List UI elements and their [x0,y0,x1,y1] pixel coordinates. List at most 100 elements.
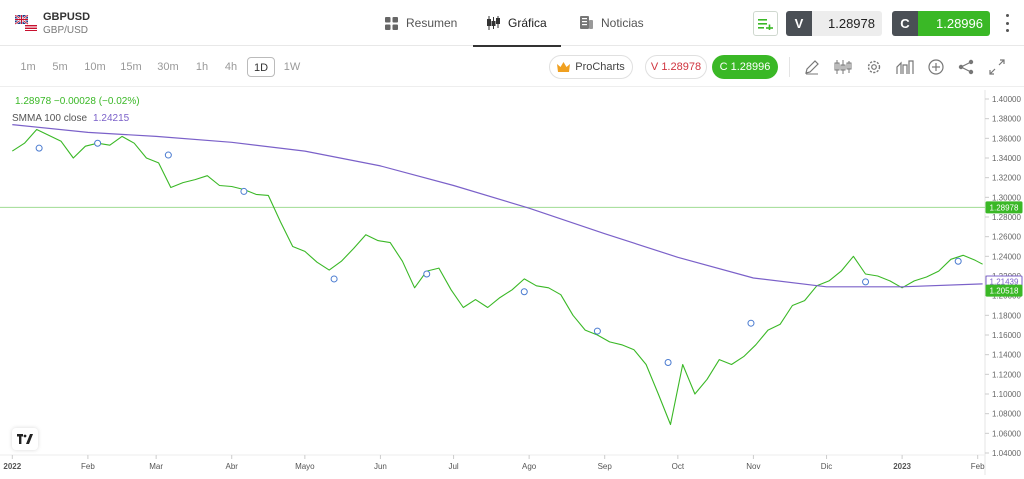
y-tick-label: 1.14000 [992,351,1021,360]
gbp-usd-flag-icon [15,15,37,31]
tab-noticias[interactable]: Noticias [580,0,644,46]
smma-label: SMMA 100 close [12,113,88,124]
price-series-line [12,128,983,426]
crown-icon [557,62,571,72]
procharts-button[interactable]: ProCharts [549,55,633,79]
timeframe-1w[interactable]: 1W [283,61,301,73]
instrument-header: GBPUSD GBP/USD Resumen Gráfica Noticias … [0,0,1024,47]
tab-grafica[interactable]: Gráfica [473,0,561,47]
timeframe-1d[interactable]: 1D [247,57,275,77]
chart-type-icon[interactable] [832,56,854,78]
buy-price: 1.28996 [918,11,990,36]
event-marker [330,275,338,283]
overview-grid-icon [385,16,398,30]
buy-pill-button[interactable]: C 1.28996 [712,55,778,79]
y-tick-label: 1.36000 [992,134,1021,143]
y-tick-label: 1.28000 [992,213,1021,222]
x-tick-label: Mar [149,462,163,471]
sell-label: V [786,11,812,36]
event-marker [240,187,248,195]
sell-pill-button[interactable]: V 1.28978 [645,55,707,79]
timeframe-1m[interactable]: 1m [20,61,36,73]
smma-legend[interactable]: SMMA 100 close 1.24215 [12,113,129,124]
x-tick-label: Nov [746,462,760,471]
y-tick-label: 1.30000 [992,193,1021,202]
event-marker [664,359,672,367]
event-marker [747,319,755,327]
buy-quote-button[interactable]: C 1.28996 [892,11,990,36]
x-tick-label: Jul [448,462,458,471]
x-tick-label: Dic [821,462,833,471]
y-tick-label: 1.10000 [992,390,1021,399]
x-tick-label: Mayo [295,462,315,471]
tradingview-logo-icon[interactable] [12,428,38,450]
y-tick-label: 1.24000 [992,252,1021,261]
y-tick-label: 1.18000 [992,311,1021,320]
buy-label: C [892,11,918,36]
axis-price-marker-label: 1.21439 [990,278,1019,287]
x-tick-label: 2023 [893,462,911,471]
y-tick-label: 1.16000 [992,331,1021,340]
event-marker [593,327,601,335]
toolbar-divider [789,57,790,77]
x-tick-label: Feb [81,462,95,471]
timeframe-10m[interactable]: 10m [84,61,106,73]
tab-label: Resumen [406,16,458,30]
timeframe-30m[interactable]: 30m [157,61,179,73]
axis-price-marker [985,201,1023,214]
list-add-icon [758,18,773,30]
y-tick-label: 1.06000 [992,429,1021,438]
price-change-readout: 1.28978 −0.00028 (−0.02%) [15,96,140,107]
x-tick-label: Feb [971,462,985,471]
y-tick-label: 1.04000 [992,449,1021,458]
news-icon [580,16,593,30]
event-marker [862,278,870,286]
tab-label: Gráfica [508,16,547,30]
axis-price-marker-label: 1.20518 [990,287,1019,296]
add-plus-icon[interactable] [925,56,947,78]
x-tick-label: 2022 [3,462,21,471]
y-tick-label: 1.34000 [992,154,1021,163]
more-menu-icon[interactable] [1004,14,1010,32]
timeframe-1h[interactable]: 1h [195,61,209,73]
symbol-pair: GBP/USD [43,25,89,36]
axis-price-marker-label: 1.28978 [990,203,1019,212]
timeframe-4h[interactable]: 4h [224,61,238,73]
y-tick-label: 1.38000 [992,115,1021,124]
watchlist-add-button[interactable] [753,11,778,36]
tab-label: Noticias [601,16,644,30]
y-tick-label: 1.08000 [992,410,1021,419]
settings-gear-icon[interactable] [863,56,885,78]
event-marker [35,144,43,152]
x-tick-label: Oct [672,462,685,471]
x-tick-label: Jun [374,462,387,471]
y-tick-label: 1.12000 [992,370,1021,379]
event-marker [94,139,102,147]
event-marker [164,151,172,159]
event-marker [423,270,431,278]
x-tick-label: Abr [225,462,238,471]
y-tick-label: 1.32000 [992,174,1021,183]
sell-quote-button[interactable]: V 1.28978 [786,11,882,36]
x-tick-label: Sep [598,462,613,471]
smma-value: 1.24215 [93,113,130,124]
symbol-name: GBPUSD [43,11,91,23]
x-tick-label: Ago [522,462,537,471]
share-icon[interactable] [955,56,977,78]
procharts-label: ProCharts [575,61,625,73]
candlestick-icon [487,16,500,30]
timeframe-5m[interactable]: 5m [52,61,68,73]
y-tick-label: 1.26000 [992,233,1021,242]
indicators-icon[interactable] [894,56,916,78]
sell-price: 1.28978 [812,11,882,36]
draw-pencil-icon[interactable] [801,56,823,78]
event-marker [520,288,528,296]
tab-resumen[interactable]: Resumen [385,0,457,46]
timeframe-15m[interactable]: 15m [120,61,142,73]
fullscreen-icon[interactable] [986,56,1008,78]
smma-series-line [12,124,983,288]
y-tick-label: 1.40000 [992,95,1021,104]
chart-toolbar: 1m 5m 10m 15m 30m 1h 4h 1D 1W ProCharts … [0,47,1024,87]
event-marker [954,257,962,265]
